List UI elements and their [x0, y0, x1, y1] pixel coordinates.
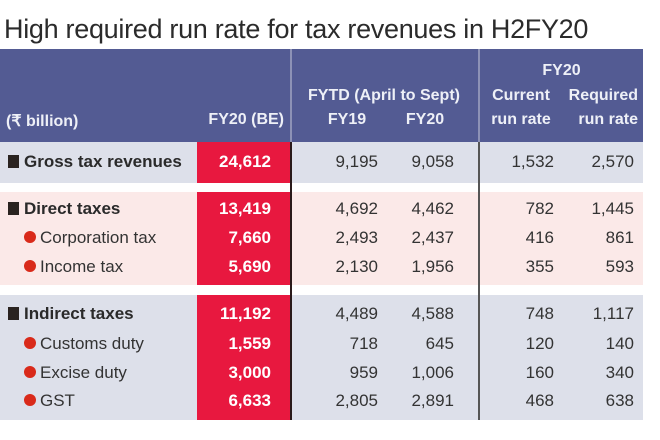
cell-fytd-fy19: 4,489	[335, 304, 378, 323]
cell-current-run-rate: 120	[525, 334, 554, 353]
cell-current-run-rate: 160	[525, 363, 554, 382]
row-label: Excise duty	[40, 363, 127, 382]
cell-fy20-be: 5,690	[228, 257, 271, 276]
cell-fytd-fy19: 2,493	[335, 228, 378, 247]
row-label: Customs duty	[40, 334, 144, 353]
col-header-fytd-fy20: FY20	[405, 111, 445, 128]
cell-fy20-be: 6,633	[228, 391, 271, 410]
cell-required-run-rate: 1,445	[591, 199, 634, 218]
cell-fy20-be: 13,419	[219, 199, 271, 218]
cell-required-run-rate: 1,117	[592, 304, 634, 323]
section-gross	[0, 142, 643, 183]
cell-fytd-fy19: 959	[349, 363, 378, 382]
row-label: Corporation tax	[40, 228, 157, 247]
cell-fy20-be: 3,000	[228, 363, 271, 382]
col-header-fytd-fy19: FY19	[327, 111, 367, 128]
highlight-block-direct	[197, 192, 290, 285]
col-header-current-1: Current	[492, 87, 550, 104]
group-header-fy20: FY20	[542, 62, 581, 79]
cell-fytd-fy19: 9,195	[335, 152, 378, 171]
column-divider-2	[478, 142, 480, 420]
square-bullet-icon	[8, 155, 19, 168]
section-indirect	[0, 295, 643, 420]
cell-required-run-rate: 2,570	[591, 152, 634, 171]
header-divider-1	[290, 49, 292, 142]
highlight-block-gross	[197, 142, 290, 183]
cell-fytd-fy20: 2,891	[411, 391, 454, 410]
cell-fy20-be: 7,660	[228, 228, 271, 247]
cell-current-run-rate: 748	[525, 304, 554, 323]
cell-required-run-rate: 593	[605, 257, 634, 276]
cell-fytd-fy19: 2,805	[335, 391, 378, 410]
col-header-required-2: run rate	[578, 111, 638, 128]
row-label: Income tax	[40, 257, 124, 276]
square-bullet-icon	[8, 202, 19, 215]
row-label: Indirect taxes	[24, 304, 134, 323]
cell-fytd-fy19: 4,692	[335, 199, 378, 218]
cell-fytd-fy20: 1,956	[411, 257, 454, 276]
chart-title: High required run rate for tax revenues …	[4, 14, 589, 44]
unit-label: (₹ billion)	[6, 113, 79, 130]
section-direct	[0, 192, 643, 285]
cell-fytd-fy19: 2,130	[335, 257, 378, 276]
group-header-fytd: FYTD (April to Sept)	[308, 87, 460, 104]
cell-fy20-be: 24,612	[219, 152, 271, 171]
cell-required-run-rate: 140	[605, 334, 634, 353]
cell-fytd-fy20: 4,462	[411, 199, 454, 218]
header-divider-2	[478, 49, 480, 142]
cell-fytd-fy20: 1,006	[411, 363, 454, 382]
circle-bullet-icon	[24, 231, 36, 243]
row-label: GST	[40, 391, 75, 410]
circle-bullet-icon	[24, 394, 36, 406]
cell-fytd-fy19: 718	[349, 334, 378, 353]
square-bullet-icon	[8, 307, 19, 320]
table-header: (₹ billion) FY20 (BE) FYTD (April to Sep…	[0, 49, 643, 142]
cell-fy20-be: 11,192	[219, 304, 271, 323]
cell-required-run-rate: 638	[605, 391, 634, 410]
cell-current-run-rate: 416	[525, 228, 554, 247]
cell-current-run-rate: 782	[525, 199, 554, 218]
row-label: Gross tax revenues	[24, 152, 182, 171]
cell-current-run-rate: 468	[525, 391, 554, 410]
col-header-required-1: Required	[568, 87, 638, 104]
cell-required-run-rate: 861	[605, 228, 634, 247]
cell-current-run-rate: 355	[525, 257, 554, 276]
row-label: Direct taxes	[24, 199, 121, 218]
circle-bullet-icon	[24, 337, 36, 349]
cell-current-run-rate: 1,532	[511, 152, 554, 171]
circle-bullet-icon	[24, 366, 36, 378]
cell-fytd-fy20: 9,058	[411, 152, 454, 171]
col-header-fy20-be: FY20 (BE)	[208, 111, 284, 128]
col-header-current-2: run rate	[491, 111, 551, 128]
cell-fytd-fy20: 2,437	[411, 228, 454, 247]
column-divider-1	[290, 142, 292, 420]
cell-fytd-fy20: 645	[425, 334, 454, 353]
cell-required-run-rate: 340	[605, 363, 634, 382]
cell-fy20-be: 1,559	[228, 334, 271, 353]
highlight-block-indirect	[197, 295, 290, 420]
cell-fytd-fy20: 4,588	[411, 304, 454, 323]
circle-bullet-icon	[24, 260, 36, 272]
